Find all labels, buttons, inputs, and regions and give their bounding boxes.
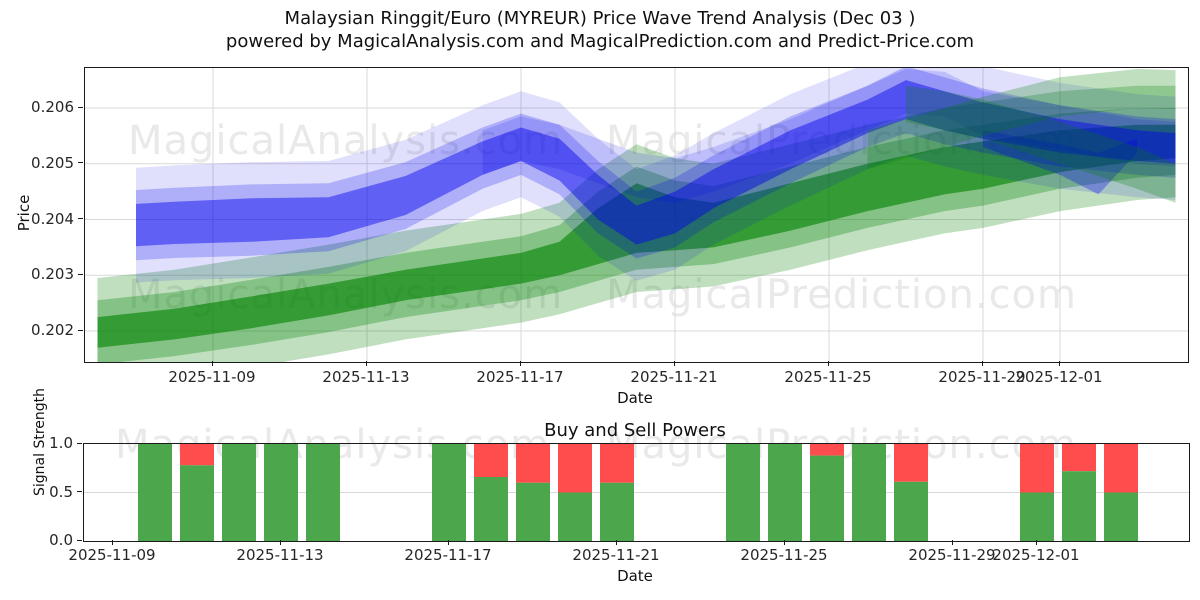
x-tickmark bbox=[447, 540, 449, 545]
sell-bar-segment bbox=[1104, 444, 1138, 493]
price-x-tick-label: 2025-11-17 bbox=[476, 368, 564, 386]
price-x-tick-label: 2025-11-25 bbox=[784, 368, 872, 386]
buy-bar-segment bbox=[1062, 471, 1096, 541]
price-x-axis-title: Date bbox=[617, 389, 653, 407]
buy-bar-segment bbox=[180, 465, 214, 541]
price-x-tick-label: 2025-11-09 bbox=[168, 368, 256, 386]
sell-bar-segment bbox=[1020, 444, 1054, 493]
x-tickmark bbox=[1035, 540, 1037, 545]
buy-bar-segment bbox=[474, 477, 508, 541]
x-tickmark bbox=[673, 361, 675, 366]
sell-bar-segment bbox=[516, 444, 550, 483]
sell-bar-segment bbox=[600, 444, 634, 483]
watermark-analysis-1: MagicalAnalysis.com bbox=[128, 118, 564, 164]
x-tickmark bbox=[827, 361, 829, 366]
sell-bar-segment bbox=[558, 444, 592, 493]
signal-y-tick-label: 1.0 bbox=[49, 434, 73, 452]
price-y-tick-label: 0.204 bbox=[31, 209, 74, 228]
y-tickmark bbox=[78, 162, 83, 164]
sell-bar-segment bbox=[894, 444, 928, 482]
green-cross-down bbox=[906, 85, 1176, 203]
signal-x-tick-label: 2025-11-29 bbox=[908, 546, 996, 564]
watermark-prediction-2: MagicalPrediction.com bbox=[606, 272, 1077, 318]
blue-outer bbox=[136, 68, 1176, 283]
blue-wisp bbox=[482, 69, 1176, 203]
green-cross-up bbox=[867, 69, 1176, 170]
y-tickmark bbox=[78, 218, 83, 219]
price-x-tick-label: 2025-11-21 bbox=[630, 368, 718, 386]
price-x-tick-label: 2025-12-01 bbox=[1015, 368, 1103, 386]
x-tickmark bbox=[519, 361, 521, 366]
buy-bar-segment bbox=[558, 492, 592, 541]
x-tickmark bbox=[365, 361, 367, 366]
buy-bar-segment bbox=[726, 444, 760, 541]
buy-bar-segment bbox=[264, 444, 298, 541]
signal-chart-title: Buy and Sell Powers bbox=[544, 420, 726, 441]
y-tickmark bbox=[78, 273, 83, 275]
price-y-tick-label: 0.205 bbox=[31, 153, 74, 172]
signal-x-tick-label: 2025-11-09 bbox=[68, 546, 156, 564]
buy-bar-segment bbox=[516, 482, 550, 541]
x-tickmark bbox=[111, 540, 113, 545]
price-plot-area bbox=[84, 67, 1189, 363]
signal-y-tick-label: 0.0 bbox=[49, 531, 73, 549]
buy-bar-segment bbox=[810, 455, 844, 541]
signal-x-tick-label: 2025-11-17 bbox=[404, 546, 492, 564]
y-tickmark bbox=[78, 106, 83, 108]
chart-title: Malaysian Ringgit/Euro (MYREUR) Price Wa… bbox=[284, 8, 916, 29]
blue-dip-wedge bbox=[983, 130, 1137, 195]
price-x-tick-label: 2025-11-13 bbox=[322, 368, 410, 386]
sell-bar-segment bbox=[474, 444, 508, 477]
signal-plot-area bbox=[83, 443, 1190, 542]
price-y-tick-label: 0.203 bbox=[31, 265, 74, 284]
x-tickmark bbox=[279, 540, 281, 545]
sell-bar-segment bbox=[180, 444, 214, 466]
signal-x-tick-label: 2025-11-25 bbox=[740, 546, 828, 564]
x-tickmark bbox=[951, 540, 953, 545]
x-tickmark bbox=[211, 361, 213, 366]
buy-bar-segment bbox=[1020, 492, 1054, 541]
y-tickmark bbox=[78, 329, 83, 331]
buy-bar-segment bbox=[852, 444, 886, 541]
green-core bbox=[97, 124, 1176, 348]
buy-bar-segment bbox=[768, 444, 802, 541]
signal-bars-svg bbox=[84, 444, 1189, 541]
buy-bar-segment bbox=[1104, 492, 1138, 541]
signal-x-tick-label: 2025-12-01 bbox=[992, 546, 1080, 564]
x-tickmark bbox=[1058, 361, 1060, 366]
buy-bar-segment bbox=[894, 481, 928, 541]
y-tickmark bbox=[77, 491, 82, 492]
buy-bar-segment bbox=[432, 444, 466, 541]
sell-bar-segment bbox=[810, 444, 844, 456]
signal-x-axis-title: Date bbox=[617, 567, 653, 585]
x-tickmark bbox=[783, 540, 785, 545]
price-y-tick-label: 0.206 bbox=[31, 98, 74, 116]
chart-subtitle: powered by MagicalAnalysis.com and Magic… bbox=[225, 31, 975, 52]
signal-x-tick-label: 2025-11-13 bbox=[236, 546, 324, 564]
price-y-tick-label: 0.202 bbox=[31, 321, 74, 339]
price-x-tick-label: 2025-11-29 bbox=[938, 368, 1026, 386]
buy-bar-segment bbox=[222, 444, 256, 541]
blue-core bbox=[136, 80, 1176, 247]
x-tickmark bbox=[981, 361, 983, 366]
signal-y-tick-label: 0.5 bbox=[49, 482, 73, 501]
buy-bar-segment bbox=[600, 482, 634, 541]
sell-bar-segment bbox=[1062, 444, 1096, 472]
signal-x-tick-label: 2025-11-21 bbox=[572, 546, 660, 564]
y-tickmark bbox=[77, 442, 82, 444]
y-tickmark bbox=[77, 539, 82, 541]
buy-bar-segment bbox=[306, 444, 340, 541]
price-bands-svg bbox=[85, 68, 1188, 362]
buy-bar-segment bbox=[138, 444, 172, 541]
x-tickmark bbox=[615, 540, 617, 545]
blue-mid bbox=[136, 68, 1176, 261]
